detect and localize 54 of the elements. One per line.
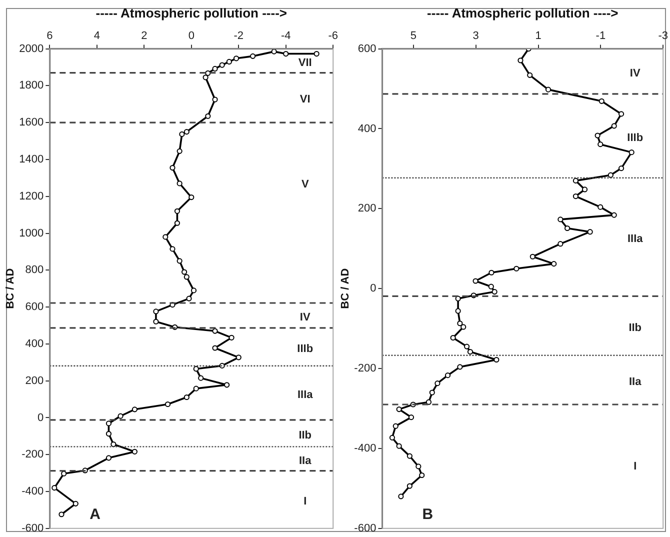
y-axis-title: BC / AD bbox=[4, 268, 17, 309]
y-tick-label: -600 bbox=[354, 522, 376, 534]
x-axis-title: ----- Atmospheric pollution ----> bbox=[96, 5, 288, 20]
annotation: IIa bbox=[298, 454, 312, 467]
y-axis-title: BC / AD bbox=[340, 268, 352, 309]
y-tick-label: -400 bbox=[354, 442, 376, 454]
annotation: IIb bbox=[298, 429, 312, 442]
y-tick-label: 400 bbox=[358, 122, 376, 135]
annotation: IIa bbox=[628, 376, 642, 388]
annotation: VI bbox=[300, 94, 310, 106]
annotation: A bbox=[90, 506, 101, 524]
annotation: IV bbox=[300, 311, 311, 324]
x-tick-label: -4 bbox=[280, 30, 291, 42]
x-tick-label: 0 bbox=[188, 30, 194, 42]
x-tick-label: 6 bbox=[46, 30, 53, 42]
annotation: I bbox=[634, 460, 637, 473]
y-tick-label: -600 bbox=[22, 522, 44, 534]
x-tick-label: -6 bbox=[328, 30, 338, 42]
y-tick-label: 200 bbox=[25, 374, 44, 387]
y-tick-label: 0 bbox=[38, 412, 44, 424]
y-tick-label: 1600 bbox=[19, 116, 44, 129]
x-tick-label: 2 bbox=[141, 30, 148, 42]
y-tick-label: 400 bbox=[25, 338, 44, 350]
x-tick-label: -1 bbox=[596, 30, 606, 42]
annotation: IIb bbox=[628, 322, 642, 334]
y-tick-label: 0 bbox=[370, 282, 376, 295]
y-tick-label: -200 bbox=[354, 362, 376, 375]
y-tick-label: 600 bbox=[358, 42, 376, 55]
y-tick-label: 1400 bbox=[19, 154, 44, 166]
y-tick-label: -400 bbox=[22, 486, 44, 498]
x-axis-title: ----- Atmospheric pollution ----> bbox=[427, 5, 619, 20]
y-tick-label: 1800 bbox=[19, 80, 44, 92]
y-tick-label: 1200 bbox=[19, 190, 44, 202]
x-tick-label: 1 bbox=[535, 30, 542, 42]
y-tick-label: 1000 bbox=[19, 227, 44, 240]
annotation: VII bbox=[298, 56, 312, 69]
annotation: IIIa bbox=[627, 233, 644, 246]
x-tick-label: -2 bbox=[234, 30, 244, 42]
y-tick-label: 200 bbox=[358, 202, 376, 215]
y-tick-label: 2000 bbox=[19, 42, 44, 55]
annotation: IIIb bbox=[297, 342, 314, 355]
x-tick-label: 5 bbox=[410, 30, 416, 42]
annotation: I bbox=[304, 496, 307, 508]
x-tick-label: -3 bbox=[658, 30, 668, 42]
x-tick-label: 3 bbox=[472, 30, 479, 42]
annotation: B bbox=[422, 506, 434, 524]
y-tick-label: 600 bbox=[25, 301, 44, 314]
annotation: IV bbox=[630, 67, 641, 80]
annotation: IIIb bbox=[627, 132, 644, 144]
annotation: V bbox=[301, 178, 310, 191]
x-tick-label: 4 bbox=[94, 30, 100, 42]
y-tick-label: -200 bbox=[22, 448, 44, 461]
y-tick-label: 800 bbox=[25, 264, 44, 276]
annotation: IIIa bbox=[297, 388, 314, 401]
